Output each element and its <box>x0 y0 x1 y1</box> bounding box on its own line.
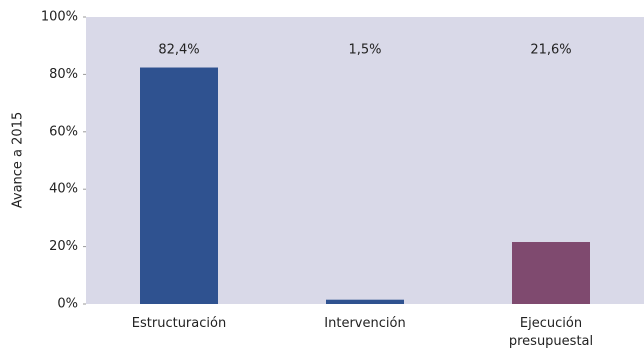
x-tick-label: Estructuración <box>131 316 227 331</box>
data-label: 1,5% <box>348 43 381 58</box>
x-tick-label: Ejecución presupuestal <box>508 316 594 349</box>
x-tick-label: Intervención <box>324 316 406 331</box>
bar <box>140 67 218 305</box>
data-label: 21,6% <box>530 43 571 58</box>
y-axis-label: Avance a 2015 <box>11 112 26 209</box>
data-label: 82,4% <box>158 43 199 58</box>
y-tick-label: 60% <box>49 124 78 139</box>
y-tick-label: 80% <box>49 67 78 82</box>
y-tick-label: 0% <box>57 297 78 312</box>
y-tick-label: 40% <box>49 182 78 197</box>
y-tick-label: 20% <box>49 239 78 254</box>
bar <box>512 242 590 304</box>
bar <box>326 299 404 304</box>
y-tick-label: 100% <box>41 10 78 25</box>
